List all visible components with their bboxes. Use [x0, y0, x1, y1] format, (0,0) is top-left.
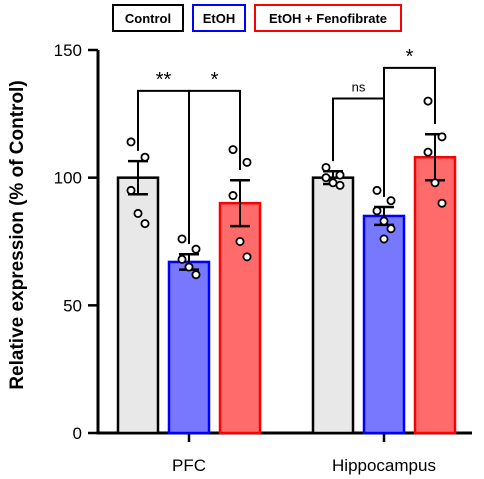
x-tick-label-hippocampus: Hippocampus: [332, 456, 436, 475]
x-tick-label-pfc: PFC: [172, 456, 206, 475]
legend-etoh: EtOH: [192, 4, 246, 32]
y-tick-label-100: 100: [54, 169, 82, 188]
data-point-2-1-3: [430, 178, 440, 188]
data-point-1-0-4: [191, 270, 201, 280]
data-point-1-1-5: [379, 234, 389, 244]
data-point-2-0-0: [228, 145, 238, 155]
y-tick-label-0: 0: [73, 424, 82, 443]
data-point-0-0-2: [126, 185, 136, 195]
data-point-1-1-1: [386, 196, 396, 206]
data-point-1-0-1: [191, 244, 201, 254]
legend-label-control: Control: [124, 10, 172, 26]
data-point-0-0-1: [140, 152, 150, 162]
significance-bracket-1: [188, 89, 241, 245]
data-point-0-0-3: [133, 208, 143, 218]
data-point-2-0-2: [228, 191, 238, 201]
data-point-2-0-1: [242, 157, 252, 167]
y-tick-label-150: 150: [54, 41, 82, 60]
data-point-1-0-0: [177, 234, 187, 244]
bar-0-0: [116, 176, 160, 435]
bar-2-1: [413, 155, 457, 435]
significance-label-0: **: [156, 69, 172, 91]
data-point-1-1-3: [379, 216, 389, 226]
data-point-0-0-4: [140, 219, 150, 229]
data-point-0-1-0: [321, 162, 331, 172]
data-point-0-1-4: [335, 180, 345, 190]
bar-1-1: [362, 214, 406, 435]
y-tick-label-50: 50: [63, 296, 82, 315]
significance-label-1: *: [211, 69, 219, 91]
data-point-2-1-4: [437, 198, 447, 208]
bar-1-0: [167, 260, 211, 435]
legend-control: Control: [112, 4, 184, 32]
data-point-2-1-2: [423, 147, 433, 157]
data-point-0-1-2: [321, 173, 331, 183]
data-point-2-1-0: [423, 96, 433, 106]
significance-label-3: *: [406, 46, 414, 68]
data-point-2-0-3: [235, 236, 245, 246]
data-point-2-1-1: [437, 132, 447, 142]
data-point-2-0-4: [242, 252, 252, 262]
significance-label-2: ns: [352, 80, 366, 95]
data-point-0-1-1: [335, 170, 345, 180]
data-point-1-1-2: [372, 206, 382, 216]
legend-label-etoh-fenofibrate: EtOH + Fenofibrate: [268, 10, 388, 26]
legend-etoh-fenofibrate: EtOH + Fenofibrate: [254, 4, 402, 32]
bar-0-1: [311, 176, 355, 435]
significance-bracket-3: [383, 66, 436, 197]
data-point-0-0-0: [126, 137, 136, 147]
legend-label-etoh: EtOH: [202, 10, 236, 26]
data-point-1-1-4: [386, 224, 396, 234]
data-point-1-0-2: [177, 254, 187, 264]
data-point-1-1-0: [372, 185, 382, 195]
data-point-1-0-3: [184, 262, 194, 272]
